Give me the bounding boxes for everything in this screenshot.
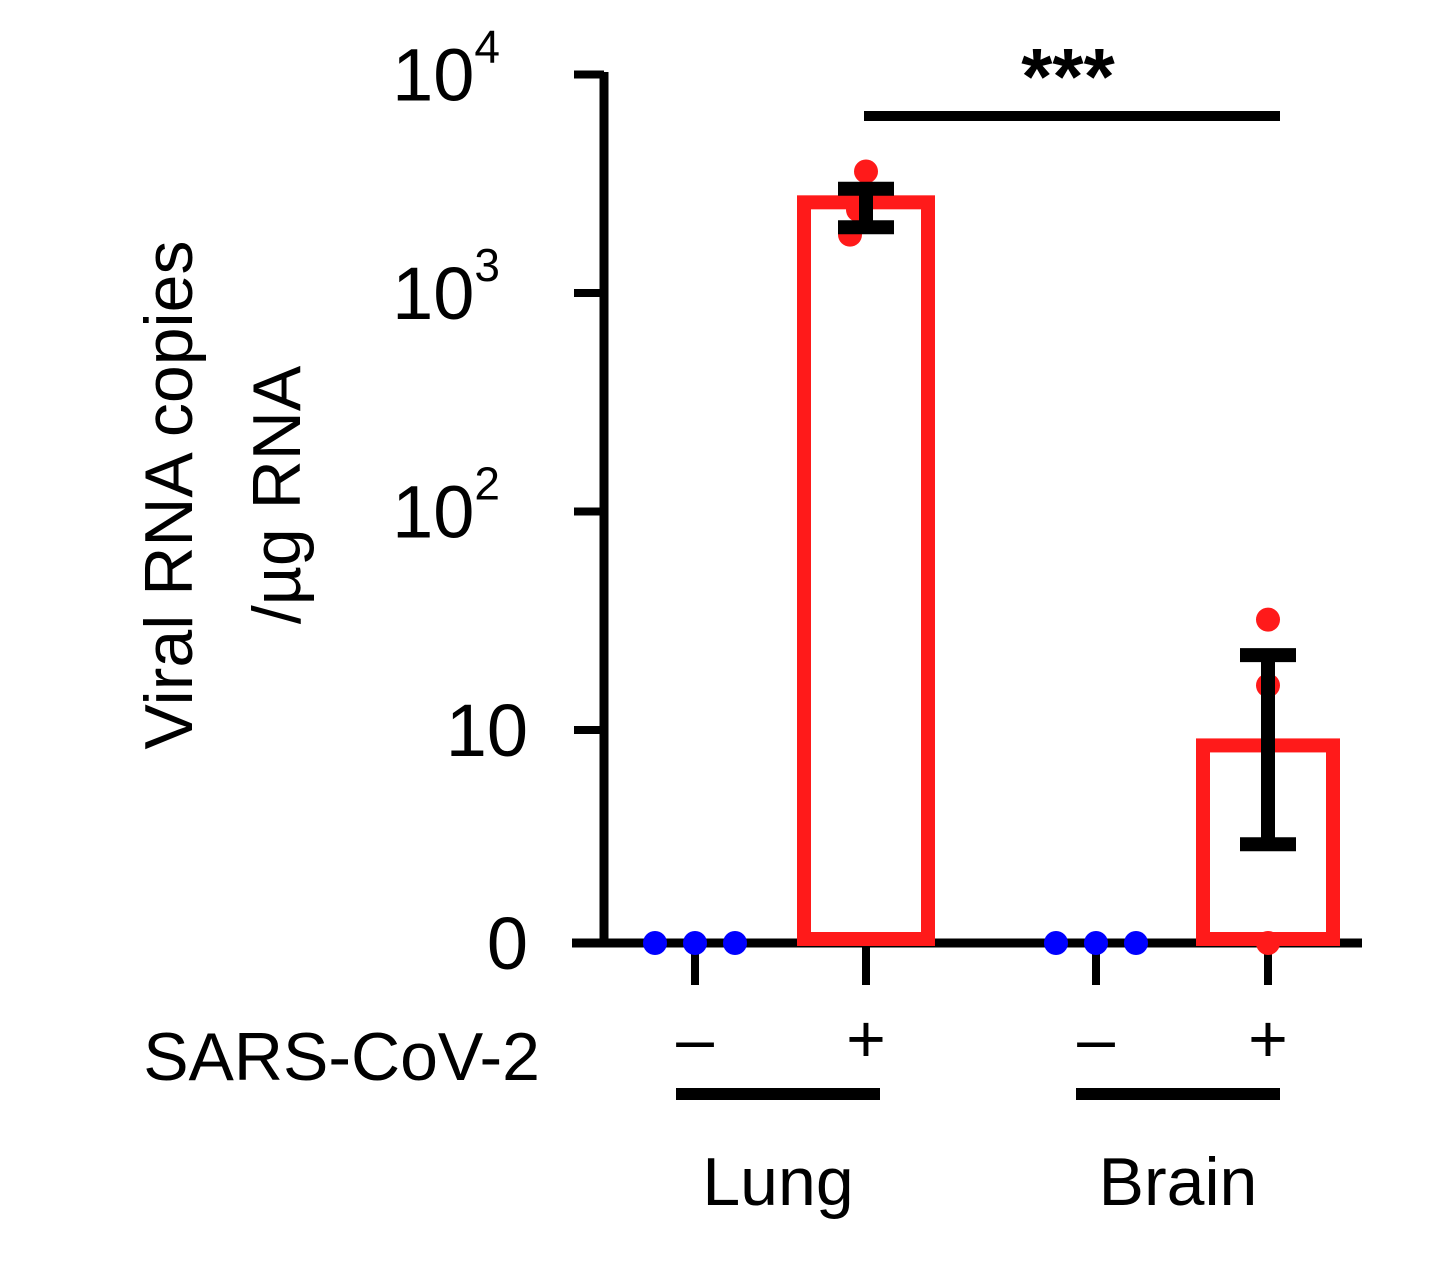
data-point (1256, 607, 1280, 632)
y-tick-label: 104 (392, 21, 500, 117)
y-axis-label-line2: /µg RNA (239, 365, 315, 624)
condition-label: – (1077, 1001, 1115, 1077)
data-point (1084, 931, 1108, 955)
data-point (643, 931, 667, 955)
y-tick-label: 102 (392, 458, 500, 554)
y-tick-label: 103 (392, 239, 500, 335)
condition-label: + (1248, 1001, 1288, 1077)
group-label: Brain (1099, 1144, 1258, 1220)
y-tick-label: 0 (487, 902, 528, 985)
factor-label: SARS-CoV-2 (143, 1019, 540, 1095)
significance-label: *** (1021, 32, 1115, 121)
chart-labels: 0 10 102 103 104 Viral RNA copies/µg RNA – + – + S… (131, 21, 1288, 1221)
data-point (1044, 931, 1068, 955)
bars (797, 195, 1340, 947)
data-points (643, 159, 1296, 955)
condition-label: – (676, 1001, 714, 1077)
data-point (854, 159, 878, 184)
data-point (683, 931, 707, 955)
data-point (1124, 931, 1148, 955)
data-point (1256, 931, 1280, 955)
y-axis-label: Viral RNA copies (131, 241, 207, 750)
bar (797, 195, 935, 947)
data-point (723, 931, 747, 955)
y-tick-label: 10 (446, 689, 528, 772)
condition-label: + (846, 1001, 886, 1077)
group-label: Lung (702, 1144, 853, 1220)
